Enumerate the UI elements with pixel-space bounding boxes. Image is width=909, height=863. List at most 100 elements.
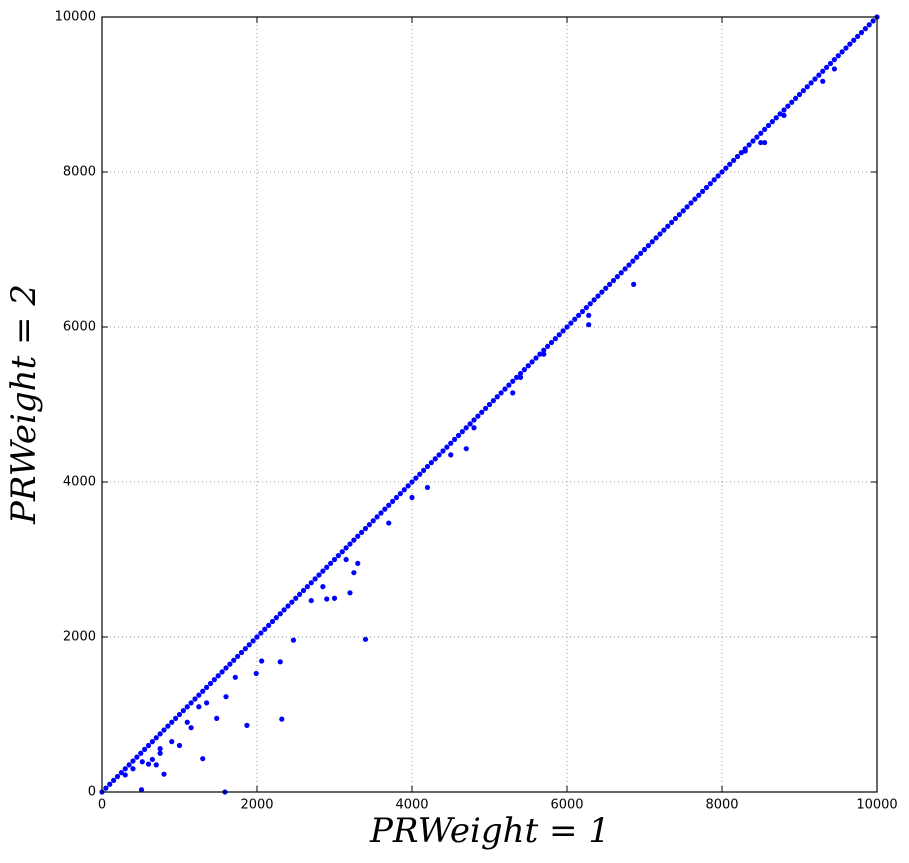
y-tick-label: 0	[88, 785, 96, 800]
point	[843, 45, 849, 51]
point	[750, 138, 756, 144]
point	[444, 444, 450, 450]
point	[800, 88, 806, 94]
point	[359, 529, 365, 535]
point	[586, 322, 592, 328]
point	[304, 584, 310, 590]
point	[781, 112, 787, 119]
point	[793, 95, 799, 101]
point	[331, 595, 338, 601]
point	[200, 688, 206, 694]
point	[409, 494, 415, 501]
point	[149, 756, 155, 763]
y-axis-label: PRWeight = 2	[4, 284, 44, 525]
point	[235, 653, 241, 659]
point	[754, 134, 760, 140]
point	[723, 165, 729, 171]
x-tick-label: 4000	[395, 798, 428, 813]
point	[560, 328, 566, 334]
point	[397, 491, 403, 497]
point	[308, 580, 314, 586]
point	[130, 758, 136, 764]
point	[207, 680, 214, 687]
point	[855, 33, 861, 39]
point	[514, 374, 520, 380]
point	[254, 634, 260, 640]
point	[176, 711, 183, 718]
point	[173, 715, 179, 721]
point	[273, 615, 279, 621]
point	[696, 192, 702, 198]
point	[204, 700, 210, 706]
point	[483, 405, 489, 411]
point	[541, 351, 547, 357]
point	[665, 223, 671, 229]
point	[184, 704, 190, 710]
point	[471, 425, 477, 431]
point	[428, 460, 434, 466]
point	[153, 735, 159, 741]
point	[452, 436, 458, 442]
point	[479, 409, 485, 415]
y-tick-label: 4000	[63, 475, 96, 490]
point	[831, 57, 837, 63]
point	[316, 572, 322, 578]
point	[231, 657, 237, 663]
point	[498, 390, 504, 396]
point	[138, 750, 144, 756]
point	[789, 99, 795, 105]
point	[707, 181, 713, 187]
point	[448, 440, 454, 446]
point	[839, 49, 845, 55]
point	[591, 297, 597, 303]
point	[103, 785, 109, 791]
x-axis-label: PRWeight = 1	[369, 811, 610, 851]
point	[680, 208, 686, 214]
point	[269, 618, 276, 625]
point	[587, 301, 593, 307]
point	[122, 766, 128, 772]
point	[370, 518, 376, 524]
point	[211, 677, 217, 683]
point	[533, 355, 539, 361]
point	[467, 421, 473, 427]
point	[568, 320, 574, 326]
point	[424, 484, 431, 491]
x-tick-label: 6000	[550, 798, 583, 813]
point	[610, 277, 617, 284]
point	[727, 161, 733, 167]
point	[548, 339, 555, 346]
point	[238, 649, 245, 656]
point	[510, 378, 516, 384]
point	[279, 716, 285, 722]
point	[773, 115, 779, 121]
point	[688, 200, 694, 206]
point	[595, 293, 601, 299]
point	[386, 502, 392, 508]
point	[165, 723, 171, 729]
point	[169, 719, 175, 725]
point	[259, 658, 265, 664]
point	[253, 670, 259, 677]
point	[649, 239, 655, 245]
point	[328, 560, 334, 566]
point	[475, 413, 481, 419]
point	[169, 739, 175, 745]
point	[114, 773, 121, 780]
point	[188, 700, 194, 706]
point	[138, 787, 145, 793]
point	[366, 522, 372, 528]
point	[711, 177, 717, 183]
point	[215, 673, 221, 679]
point	[184, 719, 190, 725]
point	[676, 212, 682, 218]
point	[583, 305, 589, 311]
point	[614, 274, 620, 280]
point	[250, 638, 256, 644]
point	[525, 363, 531, 369]
point	[703, 184, 710, 191]
point	[638, 250, 644, 256]
point	[785, 103, 791, 109]
point	[758, 130, 764, 136]
